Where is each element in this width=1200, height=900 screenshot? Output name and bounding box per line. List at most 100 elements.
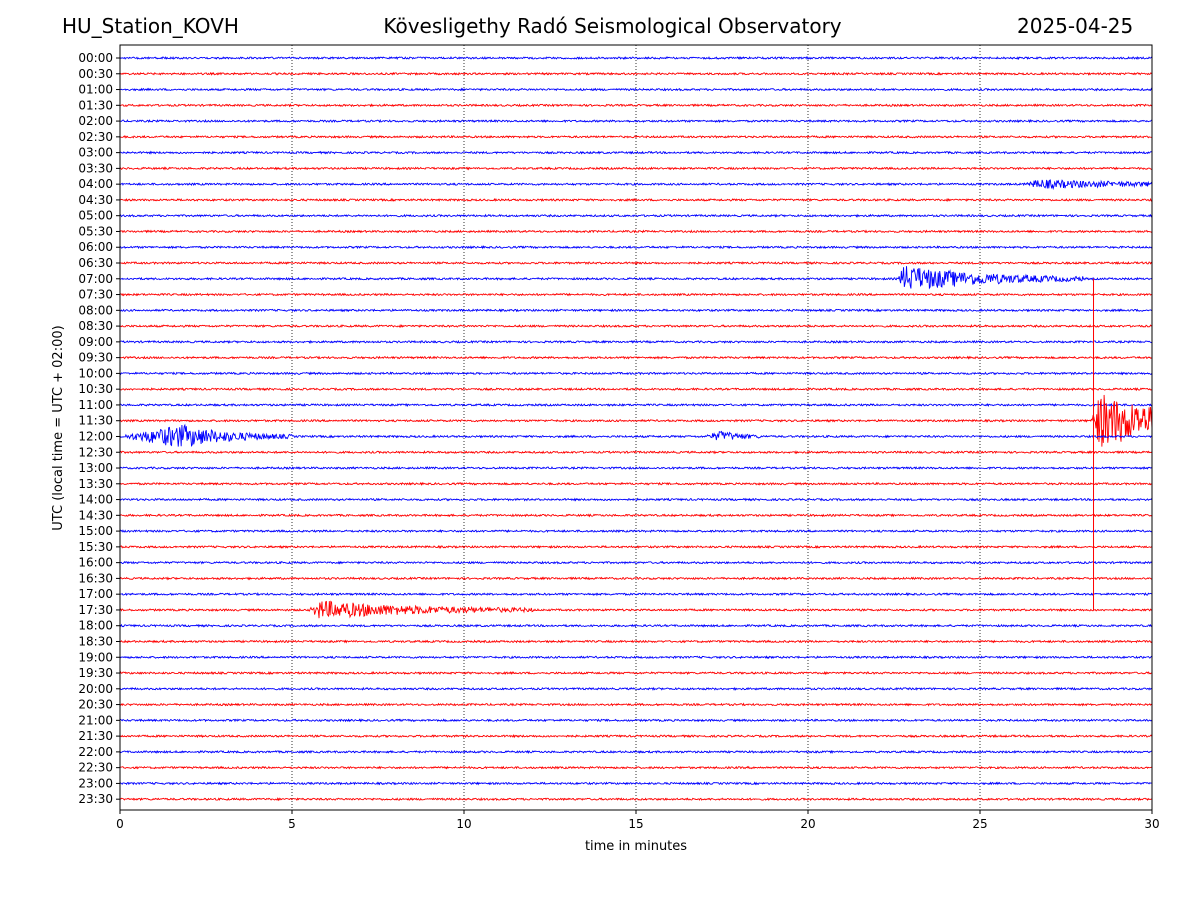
y-tick-label: 19:00 [78, 650, 113, 664]
y-tick-label: 16:00 [78, 556, 113, 570]
y-tick-label: 22:00 [78, 745, 113, 759]
trace-1230 [119, 450, 1153, 455]
trace-0630 [120, 260, 1153, 266]
trace-0230 [119, 134, 1153, 139]
y-tick-label: 12:30 [78, 445, 113, 459]
trace-1400 [119, 497, 1153, 502]
y-tick-label: 20:30 [78, 698, 113, 712]
y-tick-label: 02:30 [78, 130, 113, 144]
chart-date: 2025-04-25 [1017, 14, 1134, 38]
trace-1830 [119, 639, 1153, 644]
y-tick-label: 02:00 [78, 114, 113, 128]
y-tick-label: 04:00 [78, 177, 113, 191]
y-tick-label: 09:00 [78, 335, 113, 349]
x-tick-label: 15 [628, 817, 643, 831]
trace-2030 [119, 702, 1153, 707]
y-tick-label: 22:30 [78, 761, 113, 775]
y-tick-label: 05:00 [78, 209, 113, 223]
y-tick-label: 16:30 [78, 571, 113, 585]
trace-1030 [119, 387, 1153, 392]
trace-0300 [119, 150, 1153, 155]
y-tick-label: 14:00 [78, 493, 113, 507]
trace-0800 [119, 308, 1153, 313]
trace-2100 [119, 718, 1153, 723]
y-tick-label: 21:30 [78, 729, 113, 743]
y-tick-label: 11:00 [78, 398, 113, 412]
trace-1130 [119, 394, 1153, 447]
trace-1600 [119, 560, 1153, 565]
y-tick-label: 05:30 [78, 224, 113, 238]
y-tick-label: 15:00 [78, 524, 113, 538]
y-tick-label: 07:30 [78, 288, 113, 302]
y-tick-label: 01:00 [78, 83, 113, 97]
x-tick-label: 20 [800, 817, 815, 831]
trace-2000 [119, 686, 1153, 691]
trace-1730 [119, 600, 1153, 619]
trace-0130 [119, 103, 1153, 108]
y-tick-label: 12:00 [78, 429, 113, 443]
y-tick-label: 08:30 [78, 319, 113, 333]
trace-1000 [119, 371, 1153, 376]
y-tick-label: 11:30 [78, 414, 113, 428]
trace-0600 [119, 245, 1153, 250]
y-axis-label: UTC (local time = UTC + 02:00) [51, 325, 66, 530]
y-tick-label: 00:00 [78, 51, 113, 65]
y-tick-label: 10:30 [78, 382, 113, 396]
y-tick-label: 21:00 [78, 713, 113, 727]
trace-1430 [119, 513, 1153, 518]
grid-lines [291, 45, 981, 810]
y-tick-label: 18:30 [78, 634, 113, 648]
chart-title: Kövesligethy Radó Seismological Observat… [383, 14, 842, 38]
trace-1930 [119, 670, 1153, 676]
y-tick-label: 23:00 [78, 776, 113, 790]
trace-2300 [119, 781, 1153, 786]
trace-1700 [119, 592, 1153, 597]
trace-0930 [119, 355, 1153, 360]
y-tick-label: 09:30 [78, 351, 113, 365]
y-tick-label: 10:00 [78, 366, 113, 380]
y-tick-label: 14:30 [78, 508, 113, 522]
trace-2230 [119, 765, 1153, 770]
trace-1330 [119, 481, 1153, 486]
trace-2330 [119, 797, 1153, 802]
y-tick-label: 15:30 [78, 540, 113, 554]
trace-0400 [119, 179, 1153, 191]
trace-0200 [119, 118, 1153, 124]
y-tick-label: 17:30 [78, 603, 113, 617]
x-axis-ticks: 0 5 10 15 20 25 30 [116, 810, 1160, 831]
trace-1800 [119, 623, 1153, 628]
trace-0030 [119, 71, 1153, 76]
y-tick-label: 06:30 [78, 256, 113, 270]
trace-0500 [119, 213, 1153, 218]
trace-0000 [119, 55, 1153, 61]
station-name: HU_Station_KOVH [62, 14, 239, 38]
trace-1630 [119, 576, 1153, 581]
x-tick-label: 25 [972, 817, 987, 831]
trace-0730 [119, 292, 1153, 297]
trace-1300 [119, 465, 1153, 471]
y-tick-label: 19:30 [78, 666, 113, 680]
x-tick-label: 10 [456, 817, 471, 831]
y-tick-label: 23:30 [78, 792, 113, 806]
y-tick-label: 07:00 [78, 272, 113, 286]
y-tick-label: 03:30 [78, 161, 113, 175]
trace-1200 [119, 423, 1153, 447]
trace-1500 [119, 529, 1153, 534]
y-tick-label: 04:30 [78, 193, 113, 207]
x-axis-label: time in minutes [585, 839, 687, 854]
y-tick-label: 18:00 [78, 619, 113, 633]
trace-1900 [119, 655, 1153, 660]
trace-2200 [119, 749, 1153, 755]
trace-1530 [119, 544, 1153, 549]
trace-2130 [119, 734, 1153, 739]
trace-0900 [119, 339, 1153, 344]
x-tick-label: 5 [288, 817, 296, 831]
y-tick-label: 13:30 [78, 477, 113, 491]
x-tick-label: 30 [1144, 817, 1159, 831]
y-tick-label: 00:30 [78, 67, 113, 81]
y-tick-label: 06:00 [78, 240, 113, 254]
y-tick-label: 03:00 [78, 146, 113, 160]
y-tick-label: 01:30 [78, 98, 113, 112]
